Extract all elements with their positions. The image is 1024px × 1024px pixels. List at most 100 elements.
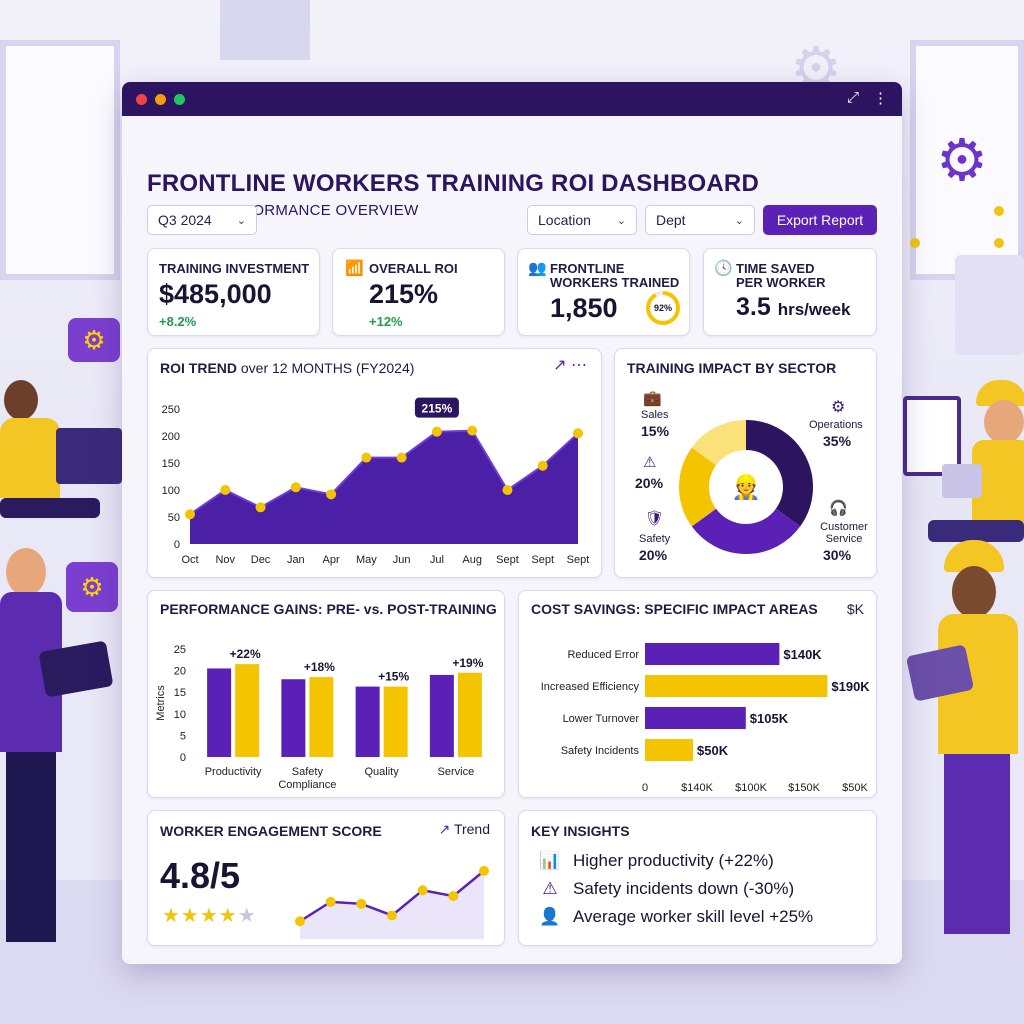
x-tick-label: $50K <box>842 782 868 794</box>
user-skill-icon: 👤 <box>539 907 561 926</box>
x-tick-label: Service <box>438 766 475 778</box>
gain-label: +18% <box>304 660 335 674</box>
donut-slice <box>745 420 813 527</box>
clock-icon: 🕓 <box>714 260 733 277</box>
kpi-overall-roi: 📶 OVERALL ROI 215% +12% <box>332 248 505 336</box>
trend-up-icon[interactable]: ↗ ⋯ <box>553 357 587 374</box>
roi-highlight-label: 215% <box>422 402 453 416</box>
close-dot[interactable] <box>136 93 147 105</box>
sector-label-pct: 35% <box>823 433 852 449</box>
insight-text: Average worker skill level +25% <box>573 907 814 926</box>
engagement-point <box>479 865 489 876</box>
minimize-dot[interactable] <box>155 93 166 105</box>
y-tick-label: 5 <box>180 730 186 742</box>
page-title: FRONTLINE WORKERS TRAINING ROI DASHBOARD <box>147 170 759 197</box>
period-select-value: Q3 2024 <box>158 212 212 228</box>
cost-bar <box>645 707 746 729</box>
engagement-point <box>325 896 336 907</box>
bar-chart-icon: 📶 <box>345 260 364 277</box>
roi-data-point <box>361 452 372 463</box>
y-tick-label: 200 <box>162 431 180 443</box>
sector-label-pct: 30% <box>823 547 852 563</box>
dept-select[interactable]: Dept ⌄ <box>645 205 755 235</box>
engagement-point <box>387 910 397 921</box>
engagement-point <box>417 885 428 896</box>
roi-data-point <box>431 426 442 437</box>
roi-data-point <box>185 509 195 520</box>
gain-label: +15% <box>378 670 409 684</box>
insight-text: Safety incidents down (-30%) <box>573 879 795 898</box>
roi-trend-card: ROI TREND over 12 MONTHS (FY2024) ↗ ⋯ 0 5… <box>147 348 602 578</box>
period-select[interactable]: Q3 2024 ⌄ <box>147 205 257 235</box>
y-tick-label: 250 <box>162 404 180 416</box>
location-select[interactable]: Location ⌄ <box>527 205 637 235</box>
x-tick-label: Sept <box>496 554 519 566</box>
chevron-down-icon: ⌄ <box>734 214 744 227</box>
sector-label-pct: 20% <box>635 475 664 491</box>
dashboard-window: ⤢ ⋮ FRONTLINE WORKERS TRAINING ROI DASHB… <box>122 82 902 964</box>
engagement-card: WORKER ENGAGEMENT SCORE ↗ Trend 4.8/5 ★★… <box>147 810 505 946</box>
card-title-bold: ROI TREND <box>160 360 237 376</box>
cost-value-label: $190K <box>831 679 870 694</box>
export-report-button[interactable]: Export Report <box>763 205 877 235</box>
pre-training-bar <box>281 679 306 757</box>
x-tick-label: Quality <box>365 766 400 778</box>
chart-up-icon: 📊 <box>539 851 561 870</box>
window-titlebar: ⤢ ⋮ <box>122 82 902 116</box>
pre-training-bar <box>207 668 232 757</box>
trend-link[interactable]: ↗ Trend <box>439 821 490 838</box>
donut-slice <box>691 420 747 466</box>
category-label: Lower Turnover <box>563 713 640 725</box>
post-training-bar <box>235 664 260 757</box>
donut-slice <box>679 447 717 527</box>
trend-label: Trend <box>453 821 490 837</box>
roi-data-point <box>502 485 513 495</box>
roi-data-point <box>326 489 337 500</box>
y-tick-label: 100 <box>162 485 180 497</box>
progress-ring-label: 92% <box>650 295 676 321</box>
gain-label: +19% <box>452 656 483 670</box>
network-node <box>994 206 1004 216</box>
wall-chart-icon <box>955 255 1024 355</box>
kpi-value: 215% <box>369 279 439 309</box>
pre-training-bar <box>429 674 454 757</box>
warning-icon: ⚠ <box>542 879 558 898</box>
engagement-point <box>295 916 305 927</box>
category-label: Increased Efficiency <box>541 681 640 693</box>
x-tick-label: $140K <box>681 782 713 794</box>
card-title: KEY INSIGHTS <box>531 823 630 839</box>
engagement-score: 4.8/5 <box>160 855 241 896</box>
cost-bar <box>645 675 828 697</box>
engagement-area <box>300 870 484 939</box>
y-tick-label: 15 <box>174 687 186 699</box>
shield-icon: 🛡 <box>645 510 665 527</box>
card-title: COST SAVINGS: SPECIFIC IMPACT AREAS <box>531 601 818 617</box>
maximize-dot[interactable] <box>174 93 185 105</box>
sector-label-name: Customer Service <box>820 521 868 545</box>
x-tick-label: Sept <box>567 554 590 566</box>
users-icon: 👥 <box>528 260 547 277</box>
cost-bar <box>645 643 780 665</box>
x-tick-label: Jun <box>393 554 411 566</box>
post-training-bar <box>309 677 334 757</box>
engagement-point <box>448 891 459 902</box>
engagement-trend-chart <box>295 865 489 939</box>
cost-value-label: $50K <box>697 743 729 758</box>
more-vertical-icon[interactable]: ⋮ <box>873 90 888 107</box>
y-tick-label: 50 <box>168 512 180 524</box>
trend-up-icon: ↗ <box>438 821 451 837</box>
location-select-value: Location <box>538 212 591 228</box>
sector-label-name: Sales <box>641 409 669 421</box>
y-tick-label: 20 <box>174 666 186 678</box>
progress-ring: 92% <box>646 291 680 325</box>
expand-icon[interactable]: ⤢ <box>846 89 859 106</box>
gain-label: +22% <box>230 647 261 661</box>
kpi-value: 1,850 <box>550 293 618 323</box>
x-tick-label: Aug <box>462 554 482 566</box>
kpi-value-unit: hrs/week <box>777 300 851 319</box>
insight-item: 👤 Average worker skill level +25% <box>537 907 813 927</box>
cost-savings-card: COST SAVINGS: SPECIFIC IMPACT AREAS $K R… <box>518 590 877 798</box>
post-training-bar <box>457 672 482 757</box>
gear-icon: ⚙ <box>831 399 846 416</box>
kpi-workers-trained: 👥 FRONTLINE WORKERS TRAINED 1,850 92% <box>517 248 690 336</box>
